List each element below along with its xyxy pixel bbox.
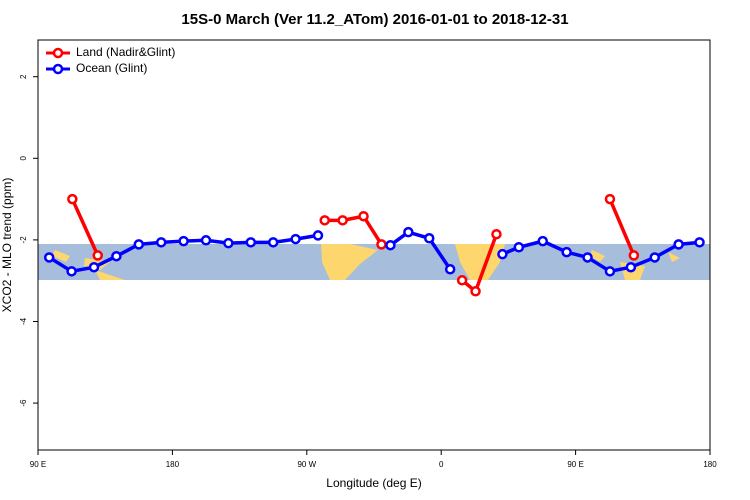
point [403, 226, 414, 238]
point [290, 233, 301, 245]
point [358, 210, 369, 222]
point [111, 250, 122, 262]
point [66, 266, 77, 277]
point [497, 248, 508, 260]
point [133, 239, 145, 250]
point [604, 266, 616, 277]
point [67, 193, 78, 205]
point [513, 241, 525, 253]
x-tick-label: 90 W [297, 460, 316, 469]
legend-marker [52, 63, 64, 75]
series-line [70, 198, 636, 295]
point [625, 261, 637, 273]
point [376, 239, 387, 250]
point [470, 286, 481, 297]
point [312, 230, 324, 241]
x-tick-label: 0 [439, 460, 444, 469]
point [673, 239, 684, 250]
point [43, 252, 55, 263]
chart-title: 15S-0 March (Ver 11.2_ATom) 2016-01-01 t… [181, 11, 568, 28]
point [491, 228, 502, 240]
legend-label: Ocean (Glint) [76, 61, 147, 75]
point [582, 252, 593, 263]
y-axis-label: XCO2 - MLO trend (ppm) [0, 178, 14, 313]
y-tick-label: -2 [19, 236, 28, 244]
point [337, 215, 348, 226]
point [92, 250, 103, 261]
point [694, 237, 705, 248]
point [537, 235, 548, 247]
point [245, 237, 257, 248]
point [223, 237, 234, 249]
point [155, 237, 167, 248]
y-tick-label: -4 [19, 317, 28, 325]
point [444, 264, 456, 275]
x-tick-label: 90 E [30, 460, 46, 469]
point [319, 215, 330, 226]
x-tick-label: 180 [703, 460, 717, 469]
x-tick-label: 180 [166, 460, 180, 469]
y-tick-label: 0 [19, 156, 28, 161]
point [88, 261, 100, 273]
y-tick-label: -6 [19, 399, 28, 407]
x-tick-label: 90 E [567, 460, 583, 469]
point [604, 193, 616, 205]
point [561, 246, 572, 258]
point [628, 250, 640, 261]
point [267, 237, 279, 248]
y-tick-label: 2 [19, 74, 28, 79]
point [385, 239, 396, 251]
point [200, 235, 212, 246]
point [649, 252, 660, 263]
legend-label: Land (Nadir&Glint) [76, 45, 175, 59]
legend-marker [52, 47, 64, 59]
plot-frame [37, 39, 711, 451]
point [178, 235, 189, 247]
point [424, 233, 435, 244]
point [456, 275, 468, 286]
x-axis-label: Longitude (deg E) [326, 476, 421, 490]
